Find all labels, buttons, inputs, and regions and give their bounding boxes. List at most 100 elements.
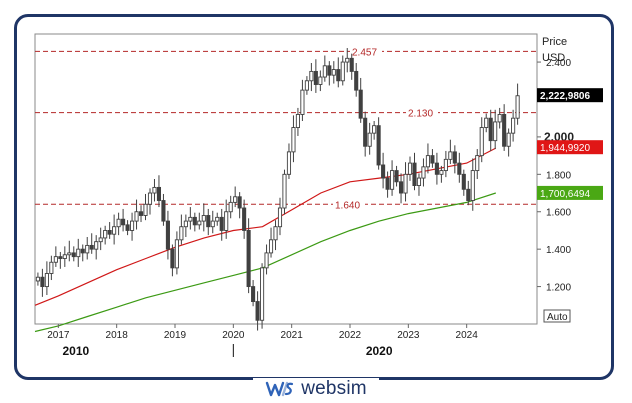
candle-body (475, 155, 480, 172)
level-label: 2.457 (352, 47, 377, 58)
x-axis: 2017 2018 2019 2020 2021 2022 2023 2024 2010 2020 (47, 324, 478, 358)
y-tick-label: 1.400 (546, 245, 571, 256)
candle-body (260, 267, 265, 321)
candle-body (515, 95, 520, 119)
candle-body (206, 215, 211, 228)
candle-body (511, 117, 516, 134)
candle-body (484, 117, 489, 128)
level-label-bg (333, 198, 365, 211)
candle-body (219, 216, 224, 231)
candle-body (174, 239, 179, 269)
candle-body (94, 241, 99, 250)
candle-body (40, 276, 45, 288)
candle-body (201, 215, 206, 222)
candle-body (251, 286, 256, 302)
candle-body (313, 70, 318, 85)
candle-body (85, 244, 90, 254)
candle-body (345, 57, 350, 63)
candle-body (246, 230, 251, 288)
candle-body (103, 230, 108, 239)
candle-body (349, 57, 354, 72)
candle-body (210, 220, 215, 228)
y-tick-label: 2.400 (546, 58, 571, 69)
candle-body (390, 170, 395, 190)
x-tick-label: 2024 (456, 330, 479, 341)
candle-body (488, 117, 493, 142)
candle-body (282, 173, 287, 209)
candle-body (309, 70, 314, 82)
candle-body (372, 125, 377, 134)
price-tag-bg (537, 185, 603, 200)
candle-body (421, 166, 426, 179)
candle-body (381, 164, 386, 179)
candle-body (228, 201, 233, 213)
candle-body (116, 218, 121, 228)
candle-body (439, 170, 444, 175)
candle-body (340, 61, 345, 82)
candle-body (412, 162, 417, 186)
candle-body (300, 89, 305, 115)
websim-logo-icon (265, 381, 294, 396)
candle-body (295, 114, 300, 128)
candle-body (448, 151, 453, 160)
candle-body (121, 218, 126, 226)
candle-body (461, 173, 466, 190)
candle-body (89, 244, 94, 250)
candle-body (242, 207, 247, 231)
candle-body (143, 203, 148, 216)
candle-body (466, 188, 471, 201)
candle-body (331, 69, 336, 76)
candle-body (170, 248, 175, 269)
candle-body (188, 216, 193, 222)
y-tick-label: 1.200 (546, 283, 571, 294)
candle-body (336, 69, 341, 82)
candle-body (71, 252, 76, 258)
price-levels: 2.457 2.130 1.640 (35, 45, 537, 211)
x-tick-label: 2017 (47, 330, 70, 341)
x-tick-label: 2020 (222, 330, 245, 341)
candle-body (452, 151, 457, 164)
x-tick-label: 2018 (106, 330, 129, 341)
candle-body (233, 196, 238, 203)
auto-button[interactable]: Auto (543, 309, 571, 323)
level-label: 1.640 (335, 200, 360, 211)
candle-body (152, 186, 157, 194)
candle-body (264, 252, 269, 269)
candle-body (44, 273, 49, 288)
level-label: 2.130 (408, 109, 433, 120)
candle-body (322, 65, 327, 78)
y-axis-label-price: Price (542, 36, 567, 48)
candle-body (493, 121, 498, 142)
auto-button-label[interactable]: Auto (547, 312, 568, 323)
candle-body (192, 216, 197, 226)
candle-body (506, 132, 511, 147)
candle-body (394, 170, 399, 183)
x-tick-label: 2022 (339, 330, 362, 341)
candle-body (358, 89, 363, 119)
y-axis-label-unit: USD (542, 52, 565, 64)
candle-body (183, 220, 188, 228)
candle-body (237, 196, 242, 209)
candle-body (268, 239, 274, 254)
candle-body (125, 224, 130, 231)
candle-body (80, 248, 85, 254)
candle-body (134, 211, 139, 222)
candle-body (457, 162, 462, 175)
candle-body (112, 226, 117, 235)
candle-body (98, 237, 103, 243)
price-tag-bg (537, 140, 603, 155)
candle-body (403, 173, 408, 194)
candle-body (443, 158, 448, 172)
price-tags: 2,222,9806 1,944,9920 1,700,6494 (537, 88, 603, 200)
candle-body (224, 211, 229, 231)
candle-body (161, 200, 166, 222)
candle-body (67, 252, 72, 256)
candle-body (62, 254, 67, 259)
candle-body (58, 256, 63, 259)
candle-body (76, 248, 81, 258)
candle-body (376, 125, 381, 166)
candle-body (407, 162, 413, 175)
brand: websim (253, 377, 379, 400)
level-label-bg (350, 45, 382, 58)
